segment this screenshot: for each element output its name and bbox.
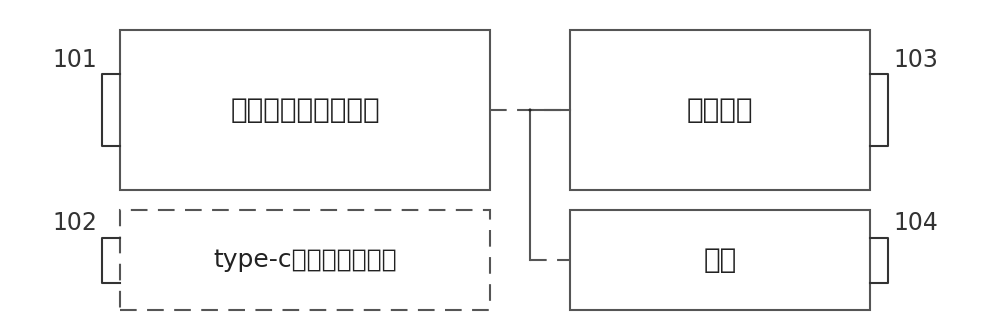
Text: 103: 103 xyxy=(893,48,938,72)
Bar xyxy=(570,210,870,310)
Bar xyxy=(120,210,490,310)
Text: 主板系统: 主板系统 xyxy=(687,96,753,124)
Text: 101: 101 xyxy=(52,48,97,72)
Circle shape xyxy=(529,109,531,111)
Text: 电源适配器充电电路: 电源适配器充电电路 xyxy=(230,96,380,124)
Bar xyxy=(120,30,490,190)
Text: type-c适配器充电电路: type-c适配器充电电路 xyxy=(213,248,397,272)
Text: 电池: 电池 xyxy=(703,246,737,274)
Text: 102: 102 xyxy=(52,212,97,235)
Text: 104: 104 xyxy=(893,212,938,235)
Bar xyxy=(570,30,870,190)
